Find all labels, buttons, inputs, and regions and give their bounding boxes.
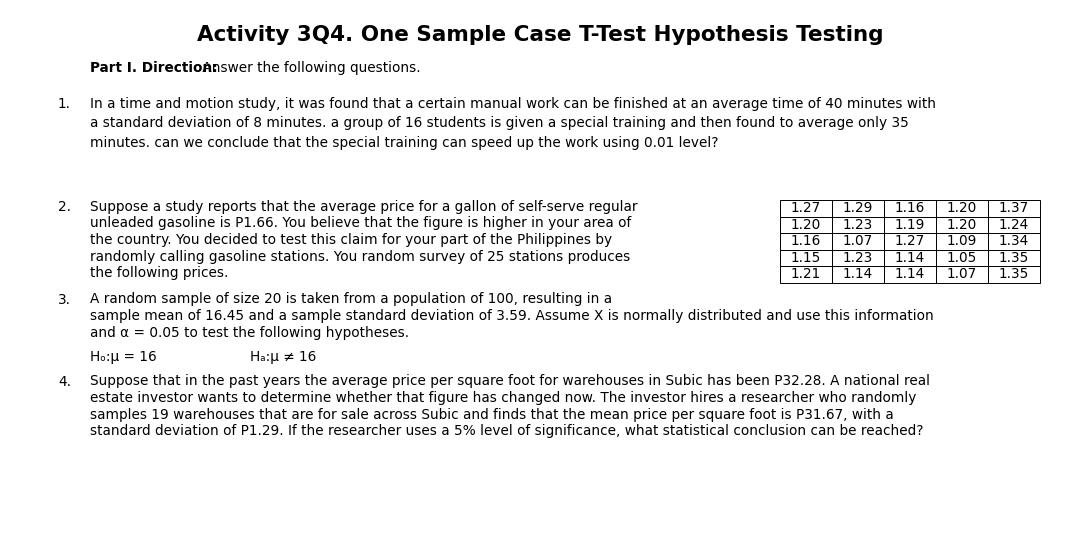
Text: 1.09: 1.09 <box>947 234 977 248</box>
Text: estate investor wants to determine whether that figure has changed now. The inve: estate investor wants to determine wheth… <box>90 391 916 405</box>
Text: Suppose a study reports that the average price for a gallon of self-serve regula: Suppose a study reports that the average… <box>90 200 637 214</box>
Text: 1.: 1. <box>58 97 71 111</box>
Text: and α = 0.05 to test the following hypotheses.: and α = 0.05 to test the following hypot… <box>90 325 409 340</box>
Text: 1.34: 1.34 <box>999 234 1029 248</box>
Text: 1.21: 1.21 <box>791 268 821 281</box>
Bar <box>988 250 1040 266</box>
Text: Suppose that in the past years the average price per square foot for warehouses : Suppose that in the past years the avera… <box>90 375 930 388</box>
Text: 1.24: 1.24 <box>999 218 1029 232</box>
Text: Part I. Direction:: Part I. Direction: <box>90 61 218 75</box>
Bar <box>988 216 1040 233</box>
Text: 1.07: 1.07 <box>947 268 977 281</box>
Text: 3.: 3. <box>58 292 71 306</box>
Text: 1.20: 1.20 <box>791 218 821 232</box>
Text: Activity 3Q4. One Sample Case T-Test Hypothesis Testing: Activity 3Q4. One Sample Case T-Test Hyp… <box>197 25 883 45</box>
Bar <box>936 250 988 266</box>
Text: unleaded gasoline is P1.66. You believe that the figure is higher in your area o: unleaded gasoline is P1.66. You believe … <box>90 216 631 230</box>
Bar <box>885 216 936 233</box>
Bar <box>780 266 832 282</box>
Text: 1.35: 1.35 <box>999 251 1029 265</box>
Text: samples 19 warehouses that are for sale across Subic and finds that the mean pri: samples 19 warehouses that are for sale … <box>90 407 894 421</box>
Text: 1.20: 1.20 <box>947 218 977 232</box>
Bar <box>936 216 988 233</box>
Text: 1.27: 1.27 <box>895 234 926 248</box>
Bar <box>885 200 936 216</box>
Text: 4.: 4. <box>58 375 71 388</box>
Text: 1.16: 1.16 <box>791 234 821 248</box>
Bar <box>988 266 1040 282</box>
Bar <box>988 200 1040 216</box>
Bar <box>832 216 885 233</box>
Text: Hₒ:μ = 16: Hₒ:μ = 16 <box>90 350 157 364</box>
Text: 1.23: 1.23 <box>842 251 873 265</box>
Text: the country. You decided to test this claim for your part of the Philippines by: the country. You decided to test this cl… <box>90 233 612 247</box>
Bar <box>936 200 988 216</box>
Bar <box>780 216 832 233</box>
Text: sample mean of 16.45 and a sample standard deviation of 3.59. Assume X is normal: sample mean of 16.45 and a sample standa… <box>90 309 934 323</box>
Text: 1.14: 1.14 <box>842 268 873 281</box>
Text: the following prices.: the following prices. <box>90 266 228 280</box>
Text: Answer the following questions.: Answer the following questions. <box>198 61 420 75</box>
Bar <box>936 233 988 250</box>
Bar <box>988 233 1040 250</box>
Text: standard deviation of P1.29. If the researcher uses a 5% level of significance, : standard deviation of P1.29. If the rese… <box>90 424 923 438</box>
Bar <box>832 200 885 216</box>
Bar <box>832 250 885 266</box>
Text: 2.: 2. <box>58 200 71 214</box>
Bar <box>936 266 988 282</box>
Text: 1.19: 1.19 <box>895 218 926 232</box>
Text: In a time and motion study, it was found that a certain manual work can be finis: In a time and motion study, it was found… <box>90 97 936 150</box>
Text: 1.29: 1.29 <box>842 201 874 215</box>
Bar <box>780 233 832 250</box>
Text: 1.16: 1.16 <box>895 201 926 215</box>
Text: 1.07: 1.07 <box>842 234 873 248</box>
Text: 1.05: 1.05 <box>947 251 977 265</box>
Text: 1.14: 1.14 <box>895 251 926 265</box>
Text: randomly calling gasoline stations. You random survey of 25 stations produces: randomly calling gasoline stations. You … <box>90 250 631 264</box>
Text: Hₐ:μ ≠ 16: Hₐ:μ ≠ 16 <box>249 350 316 364</box>
Text: 1.20: 1.20 <box>947 201 977 215</box>
Text: 1.14: 1.14 <box>895 268 926 281</box>
Bar <box>885 233 936 250</box>
Text: A random sample of size 20 is taken from a population of 100, resulting in a: A random sample of size 20 is taken from… <box>90 292 612 306</box>
Bar <box>832 233 885 250</box>
Text: 1.15: 1.15 <box>791 251 821 265</box>
Text: 1.37: 1.37 <box>999 201 1029 215</box>
Bar <box>885 250 936 266</box>
Bar <box>780 200 832 216</box>
Text: 1.23: 1.23 <box>842 218 873 232</box>
Bar <box>885 266 936 282</box>
Bar <box>832 266 885 282</box>
Bar <box>780 250 832 266</box>
Text: 1.35: 1.35 <box>999 268 1029 281</box>
Text: 1.27: 1.27 <box>791 201 821 215</box>
